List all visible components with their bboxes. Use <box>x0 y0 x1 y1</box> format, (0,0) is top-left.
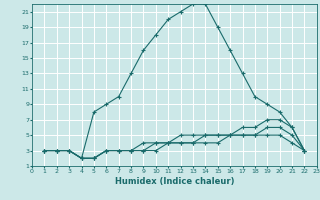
X-axis label: Humidex (Indice chaleur): Humidex (Indice chaleur) <box>115 177 234 186</box>
